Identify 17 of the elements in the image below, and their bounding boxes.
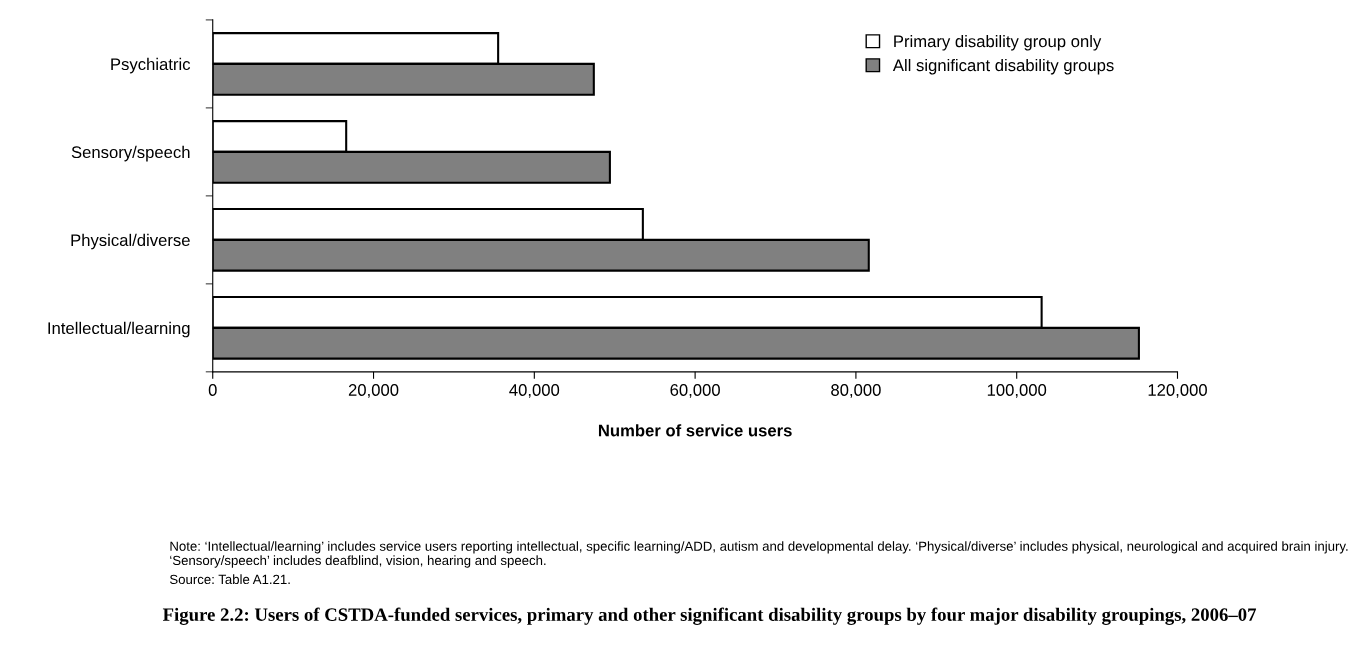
x-tick-label: 0 — [208, 384, 217, 396]
y-tick-label: Sensory/speech — [71, 145, 190, 162]
x-tick-label: 120,000 — [1148, 384, 1207, 398]
x-tick-label: 100,000 — [987, 384, 1047, 398]
source-note: Source: Table A1.21. — [169, 574, 290, 585]
x-tick-label: 60,000 — [670, 384, 720, 398]
y-tick-label: Physical/diverse — [71, 233, 190, 250]
x-tick-label: 20,000 — [348, 384, 399, 398]
y-tick-label: Psychiatric — [111, 57, 191, 74]
text: Figure 2.2: Users of CSTDA-funded services, primary and other significant disability groups by four major disability groupings, 2006–07 — [162, 607, 1257, 625]
y-tick-label: Intellectual/learning — [48, 321, 190, 338]
x-tick-label: 40,000 — [509, 384, 560, 398]
x-tick-label: 80,000 — [831, 384, 881, 398]
x-axis-title: Number of service users — [598, 424, 792, 437]
legend-label: All significant disability groups — [892, 58, 1114, 75]
legend-label: Primary disability group only — [894, 35, 1102, 51]
text: Note: ‘Intellectual/learning’ includes service users reporting intellectual, specific learning/ADD, autism and developmental delay. ‘Physical/diverse’ includes physical, neurological and acquired brain injury. ‘Sensory/speech’ includes deafblind, vision, hearing and speech. — [170, 541, 1348, 568]
